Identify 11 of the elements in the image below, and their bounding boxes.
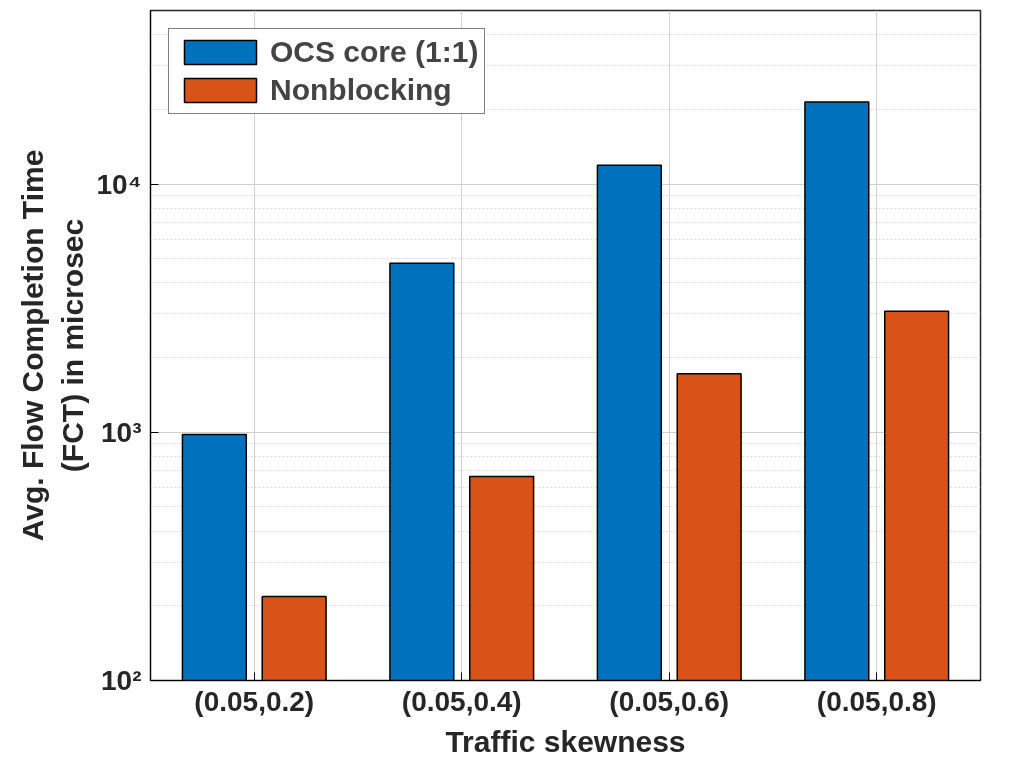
y-tick-label: 10³: [101, 416, 142, 448]
x-tick-label: (0.05,0.8): [816, 685, 937, 717]
x-tick-label: (0.05,0.6): [609, 685, 730, 717]
x-axis-title: Traffic skewness: [445, 724, 686, 758]
legend-label: Nonblocking: [270, 73, 452, 107]
x-tick-label: (0.05,0.4): [401, 685, 522, 717]
x-tick-label: (0.05,0.2): [194, 685, 315, 717]
y-axis-title: Avg. Flow Completion Time (FCT) in microsec: [15, 149, 89, 542]
y-tick-label: 10⁴: [96, 168, 142, 200]
legend-label: OCS core (1:1): [270, 35, 479, 69]
y-tick-label: 10²: [101, 665, 142, 696]
